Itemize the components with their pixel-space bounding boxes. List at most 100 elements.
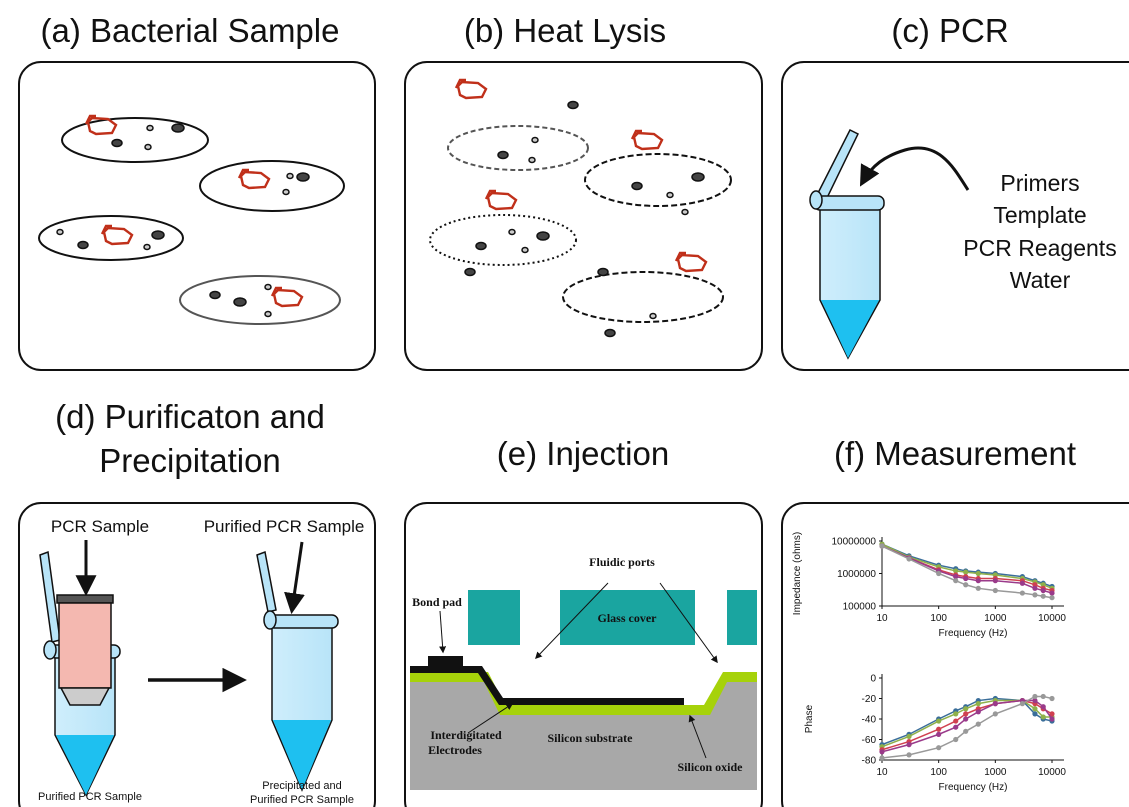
data-point <box>936 745 941 750</box>
x-tick-label: 10 <box>876 767 888 778</box>
data-point <box>1020 590 1025 595</box>
chip-label: Interdigitated <box>430 728 502 742</box>
data-point <box>976 571 981 576</box>
x-axis-label: Frequency (Hz) <box>939 782 1008 793</box>
y-tick-label: 1000000 <box>837 569 876 580</box>
data-point <box>1049 590 1054 595</box>
y-tick-label: -80 <box>862 756 877 767</box>
panel-title: (e) Injection <box>497 435 669 472</box>
reagent-label: Water <box>1010 267 1071 293</box>
data-point <box>1020 701 1025 706</box>
data-point <box>963 582 968 587</box>
figure: (a) Bacterial Sample (b) Heat Lysis (c) … <box>0 0 1129 807</box>
bacterium-fragment <box>632 131 662 149</box>
purified-tube <box>257 552 338 790</box>
data-point <box>1032 706 1037 711</box>
caption: Precipitated and <box>262 780 342 792</box>
y-tick-label: -20 <box>862 694 877 705</box>
chip-label: Silicon substrate <box>547 731 633 745</box>
y-axis-label: Phase <box>804 704 815 733</box>
bacterium <box>102 226 132 244</box>
data-point <box>1049 595 1054 600</box>
data-point <box>976 709 981 714</box>
panel-box <box>405 62 762 370</box>
data-point <box>963 576 968 581</box>
data-point <box>936 571 941 576</box>
data-point <box>1041 594 1046 599</box>
data-point <box>1020 581 1025 586</box>
reagent-label: PCR Reagents <box>963 235 1116 261</box>
data-point <box>906 734 911 739</box>
y-tick-label: 0 <box>870 674 876 685</box>
tube-label: PCR Sample <box>51 517 149 536</box>
data-point <box>976 578 981 583</box>
chip-label: Silicon oxide <box>677 760 743 774</box>
data-point <box>906 556 911 561</box>
x-tick-label: 1000 <box>984 767 1007 778</box>
data-point <box>936 732 941 737</box>
data-point <box>1032 694 1037 699</box>
bacterium-fragment <box>676 253 706 271</box>
x-tick-label: 10000 <box>1038 613 1066 624</box>
data-point <box>879 543 884 548</box>
panel-title: (b) Heat Lysis <box>464 12 666 49</box>
data-point <box>953 711 958 716</box>
data-point <box>953 718 958 723</box>
data-point <box>976 701 981 706</box>
x-tick-label: 10000 <box>1038 767 1066 778</box>
data-point <box>879 755 884 760</box>
pcr-tube <box>810 130 884 358</box>
bacterium <box>239 170 269 188</box>
panel-title: (d) Purificaton and <box>55 398 325 435</box>
data-point <box>963 729 968 734</box>
data-point <box>963 706 968 711</box>
spin-column-tube <box>40 552 120 795</box>
panel-title: (f) Measurement <box>834 435 1076 472</box>
chip-label: Fluidic ports <box>589 555 655 569</box>
lysed-cells <box>430 102 731 337</box>
x-tick-label: 1000 <box>984 613 1007 624</box>
panel-box <box>19 62 375 370</box>
measurement-plots: 10000 0 1000000 10000000 10 100 1000 10000 Frequ… <box>792 532 1066 793</box>
data-point <box>906 752 911 757</box>
y-tick-label: -40 <box>862 715 877 726</box>
panel-title: (c) PCR <box>891 12 1008 49</box>
data-point <box>963 711 968 716</box>
x-tick-label: 100 <box>930 613 947 624</box>
panel-title: (a) Bacterial Sample <box>41 12 340 49</box>
data-point <box>1032 711 1037 716</box>
data-point <box>963 570 968 575</box>
caption: Purified PCR Sample <box>250 794 354 806</box>
data-point <box>993 701 998 706</box>
data-point <box>953 578 958 583</box>
data-point <box>993 578 998 583</box>
data-point <box>993 711 998 716</box>
panel-box <box>782 503 1129 807</box>
data-point <box>1041 588 1046 593</box>
data-point <box>993 588 998 593</box>
panel-title: Precipitation <box>99 442 281 479</box>
data-point <box>1041 694 1046 699</box>
chip-label: Electrodes <box>428 743 482 757</box>
chip-label: Bond pad <box>412 595 462 609</box>
x-tick-label: 10 <box>876 613 888 624</box>
arrow <box>292 542 302 610</box>
data-point <box>963 716 968 721</box>
data-point <box>906 742 911 747</box>
data-point <box>1049 696 1054 701</box>
y-tick-label: -60 <box>862 735 877 746</box>
arrow <box>862 148 968 190</box>
chip-label: Glass cover <box>598 611 658 625</box>
data-point <box>1032 586 1037 591</box>
data-point <box>976 586 981 591</box>
data-point <box>1041 714 1046 719</box>
bacterium <box>272 288 302 306</box>
y-axis-label: Impedance (ohms) <box>792 532 803 615</box>
data-point <box>953 725 958 730</box>
x-axis-label: Frequency (Hz) <box>939 628 1008 639</box>
bacterium-fragment <box>456 80 486 98</box>
y-tick-label: 10000000 <box>832 537 877 548</box>
data-point <box>953 737 958 742</box>
reagent-label: Template <box>993 202 1086 228</box>
page: { "panels": [ {"title": "(a) Bacterial S… <box>0 0 1129 807</box>
